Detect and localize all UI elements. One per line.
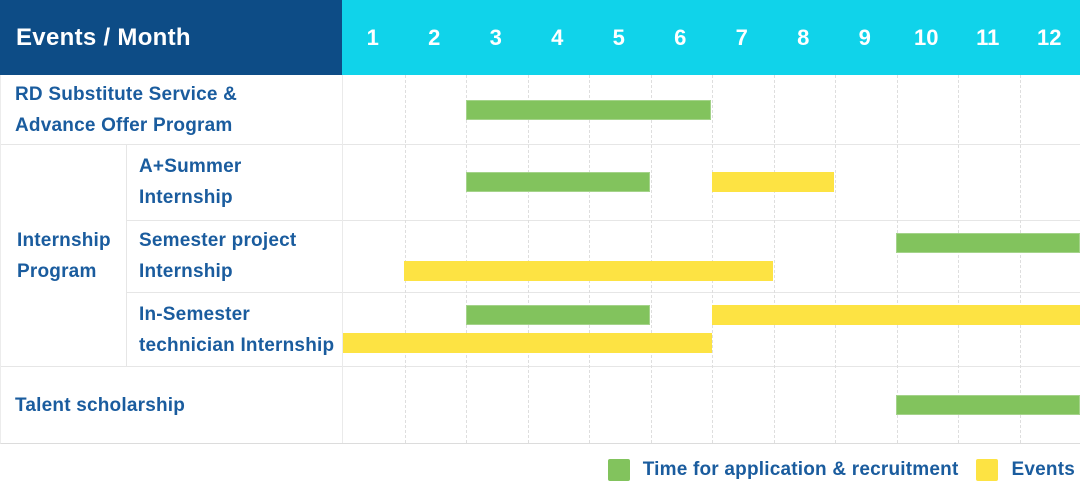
legend-swatch-yellow xyxy=(976,459,998,481)
row-semester-project: Semester project Internship xyxy=(127,221,1080,294)
row-label-line: technician Internship xyxy=(139,330,343,361)
chart-legend: Time for application & recruitment Events xyxy=(0,444,1080,495)
row-rd-substitute: RD Substitute Service & Advance Offer Pr… xyxy=(1,75,1080,145)
row-talent-scholarship: Talent scholarship xyxy=(1,367,1080,443)
month-header-2: 2 xyxy=(404,0,466,75)
legend-item-events: Events xyxy=(976,459,1075,481)
table-body: RD Substitute Service & Advance Offer Pr… xyxy=(0,75,1080,444)
row-label-semester-project: Semester project Internship xyxy=(127,221,343,293)
legend-label: Time for application & recruitment xyxy=(643,459,959,481)
row-group-internship-program: Internship Program A+Summer Internship S… xyxy=(1,145,1080,367)
legend-item-application: Time for application & recruitment xyxy=(608,459,959,481)
month-header-5: 5 xyxy=(588,0,650,75)
application-bar xyxy=(466,100,712,120)
group-label-line: Internship xyxy=(17,225,126,256)
month-header-12: 12 xyxy=(1019,0,1080,75)
chart-cell-in-semester-technician xyxy=(343,293,1080,366)
legend-label: Events xyxy=(1011,459,1075,481)
application-bar xyxy=(466,172,650,192)
row-label-line: RD Substitute Service & xyxy=(15,79,343,110)
month-header-11: 11 xyxy=(957,0,1019,75)
row-label-in-semester-technician: In-Semester technician Internship xyxy=(127,293,343,366)
row-label-line: Talent scholarship xyxy=(15,390,343,421)
month-header-1: 1 xyxy=(342,0,404,75)
application-bar xyxy=(896,395,1080,415)
group-label-line: Program xyxy=(17,256,126,287)
event-bar xyxy=(712,172,835,192)
month-header-9: 9 xyxy=(834,0,896,75)
application-bar xyxy=(466,305,650,325)
event-bar xyxy=(343,333,712,353)
events-month-header: Events / Month xyxy=(0,0,342,75)
row-label-line: Internship xyxy=(139,182,343,213)
row-in-semester-technician: In-Semester technician Internship xyxy=(127,293,1080,366)
legend-swatch-green xyxy=(608,459,630,481)
application-bar xyxy=(896,233,1080,253)
row-label-line: Advance Offer Program xyxy=(15,110,343,141)
row-label-line: Internship xyxy=(139,256,343,287)
event-bar xyxy=(712,305,1080,325)
row-label-rd-substitute: RD Substitute Service & Advance Offer Pr… xyxy=(1,75,343,144)
month-header-3: 3 xyxy=(465,0,527,75)
month-header-10: 10 xyxy=(896,0,958,75)
month-header-7: 7 xyxy=(711,0,773,75)
chart-cell-a-plus-summer xyxy=(343,145,1080,220)
row-label-line: Semester project xyxy=(139,225,343,256)
row-a-plus-summer: A+Summer Internship xyxy=(127,145,1080,221)
chart-cell-semester-project xyxy=(343,221,1080,293)
month-header-6: 6 xyxy=(650,0,712,75)
event-bar xyxy=(404,261,773,281)
chart-cell-talent-scholarship xyxy=(343,367,1080,443)
row-label-line: In-Semester xyxy=(139,299,343,330)
group-label-internship-program: Internship Program xyxy=(1,145,127,366)
row-label-talent-scholarship: Talent scholarship xyxy=(1,367,343,443)
month-header-4: 4 xyxy=(527,0,589,75)
internship-subrows: A+Summer Internship Semester project Int… xyxy=(127,145,1080,366)
chart-cell-rd-substitute xyxy=(343,75,1080,144)
month-header-8: 8 xyxy=(773,0,835,75)
row-label-line: A+Summer xyxy=(139,151,343,182)
row-label-a-plus-summer: A+Summer Internship xyxy=(127,145,343,220)
